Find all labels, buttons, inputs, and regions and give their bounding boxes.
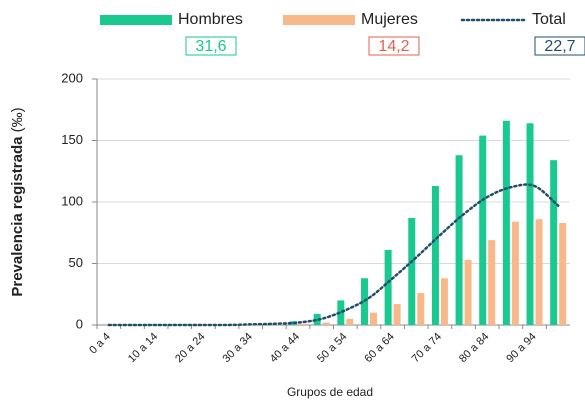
legend-summary-box bbox=[185, 36, 237, 56]
x-tick-label: 70 a 74 bbox=[410, 331, 444, 365]
bar bbox=[550, 160, 558, 325]
bar bbox=[337, 300, 345, 325]
y-tick-label: 200 bbox=[61, 70, 83, 85]
bar bbox=[479, 135, 487, 325]
y-tick-label: 100 bbox=[61, 193, 83, 208]
legend-summary-box bbox=[368, 36, 420, 56]
x-tick-label: 0 a 4 bbox=[87, 331, 113, 357]
x-axis-label: Grupos de edad bbox=[287, 385, 373, 399]
bar bbox=[535, 219, 543, 325]
bar bbox=[502, 120, 510, 325]
legend-summary: 14,2 bbox=[378, 38, 409, 55]
x-tick-label: 40 a 44 bbox=[268, 331, 302, 365]
y-tick-label: 150 bbox=[61, 132, 83, 147]
bar bbox=[369, 312, 377, 325]
y-axis-label-main: Prevalencia registrada bbox=[9, 136, 26, 297]
x-tick-label: 80 a 84 bbox=[457, 331, 491, 365]
bar bbox=[431, 186, 439, 325]
bar bbox=[559, 222, 567, 325]
legend-swatch bbox=[100, 15, 172, 25]
x-tick-label: 60 a 64 bbox=[362, 331, 396, 365]
bar bbox=[464, 259, 472, 325]
bar bbox=[511, 221, 519, 325]
y-tick-label: 50 bbox=[69, 255, 83, 270]
bar bbox=[322, 322, 330, 325]
x-tick-label: 30 a 34 bbox=[220, 331, 254, 365]
bar bbox=[417, 293, 425, 325]
x-tick-label: 90 a 94 bbox=[504, 331, 538, 365]
x-tick-label: 20 a 24 bbox=[173, 331, 207, 365]
legend-summary-box bbox=[534, 36, 585, 56]
bar bbox=[384, 249, 392, 325]
y-axis-label: Prevalencia registrada (‰) bbox=[9, 107, 26, 296]
legend-swatch bbox=[283, 15, 355, 25]
x-tick-label: 10 a 14 bbox=[126, 331, 160, 365]
legend-label: Total bbox=[532, 11, 566, 28]
legend-label: Hombres bbox=[178, 11, 243, 28]
bar bbox=[488, 240, 496, 325]
bar bbox=[526, 123, 534, 325]
legend-label: Mujeres bbox=[361, 11, 418, 28]
bar bbox=[393, 304, 401, 325]
bar bbox=[408, 217, 416, 325]
bar bbox=[313, 313, 321, 325]
y-axis-label-unit: (‰) bbox=[9, 107, 26, 132]
y-tick-label: 0 bbox=[76, 316, 83, 331]
legend-summary: 31,6 bbox=[195, 38, 226, 55]
bar bbox=[346, 318, 354, 325]
bar bbox=[299, 323, 307, 325]
legend-summary: 22,7 bbox=[544, 38, 575, 55]
bar bbox=[440, 278, 448, 325]
total-line bbox=[107, 183, 560, 327]
bar bbox=[455, 155, 463, 325]
x-tick-label: 50 a 54 bbox=[315, 331, 349, 365]
